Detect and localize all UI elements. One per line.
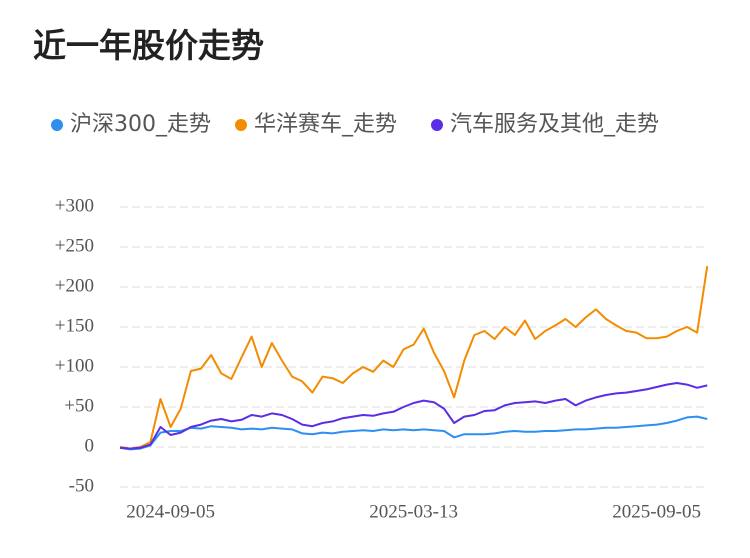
y-tick-label: +100	[55, 355, 94, 376]
y-tick-label: 0	[85, 435, 95, 456]
y-tick-label: +300	[55, 195, 94, 216]
series-line	[119, 266, 709, 450]
series-line	[119, 382, 708, 450]
y-tick-label: -50	[69, 475, 94, 496]
legend-marker	[51, 119, 63, 131]
y-tick-label: +150	[55, 315, 94, 336]
legend-label: 华洋赛车_走势	[254, 112, 397, 137]
y-tick-label: +50	[64, 395, 94, 416]
legend-marker	[235, 119, 247, 131]
axes: +300 +250 +200 +150 +100 +50 0 -50 2024-09-05 202…	[55, 195, 708, 522]
x-tick-label: 2024-09-05	[126, 501, 215, 522]
legend-marker	[431, 119, 443, 131]
legend-label: 汽车服务及其他_走势	[450, 112, 659, 137]
series-line	[119, 415, 708, 451]
chart-title: 近一年股价走势	[33, 26, 264, 65]
x-tick-label: 2025-03-13	[369, 501, 458, 522]
legend-label: 沪深300_走势	[70, 112, 211, 137]
y-tick-label: +200	[55, 275, 94, 296]
y-tick-label: +250	[55, 235, 94, 256]
x-tick-label: 2025-09-05	[612, 501, 701, 522]
